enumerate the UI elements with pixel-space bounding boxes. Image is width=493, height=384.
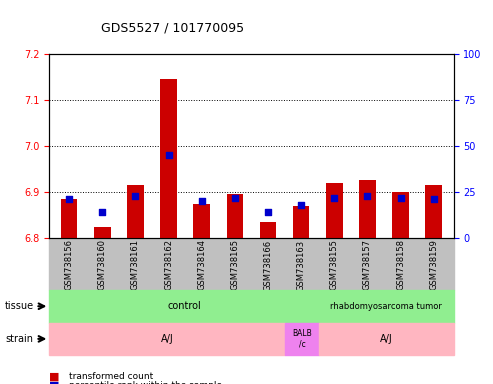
Text: ■: ■ [49, 381, 60, 384]
Text: ■: ■ [49, 371, 60, 381]
Bar [127, 185, 144, 238]
Bar [425, 185, 442, 238]
Point [165, 152, 173, 158]
Text: percentile rank within the sample: percentile rank within the sample [69, 381, 222, 384]
Point [297, 202, 305, 208]
Point [198, 198, 206, 204]
Bar [61, 199, 77, 238]
Bar [260, 222, 276, 238]
Bar [160, 79, 177, 238]
Text: GDS5527 / 101770095: GDS5527 / 101770095 [101, 22, 244, 35]
Bar [359, 180, 376, 238]
Point [363, 193, 371, 199]
Point [99, 209, 106, 215]
Text: A/J: A/J [380, 334, 392, 344]
Bar [326, 183, 343, 238]
Point [65, 196, 73, 202]
Text: tissue: tissue [5, 301, 34, 311]
Point [396, 194, 404, 200]
Bar [293, 206, 310, 238]
Text: control: control [167, 301, 201, 311]
Point [264, 209, 272, 215]
Text: A/J: A/J [161, 334, 174, 344]
Point [231, 194, 239, 200]
Text: strain: strain [5, 334, 33, 344]
Text: transformed count: transformed count [69, 372, 153, 381]
Point [430, 196, 438, 202]
Bar [227, 194, 243, 238]
Bar [94, 227, 110, 238]
Point [330, 194, 338, 200]
Point [132, 193, 140, 199]
Text: BALB
/c: BALB /c [292, 329, 312, 349]
Bar [193, 204, 210, 238]
Text: rhabdomyosarcoma tumor: rhabdomyosarcoma tumor [330, 302, 442, 311]
Bar [392, 192, 409, 238]
